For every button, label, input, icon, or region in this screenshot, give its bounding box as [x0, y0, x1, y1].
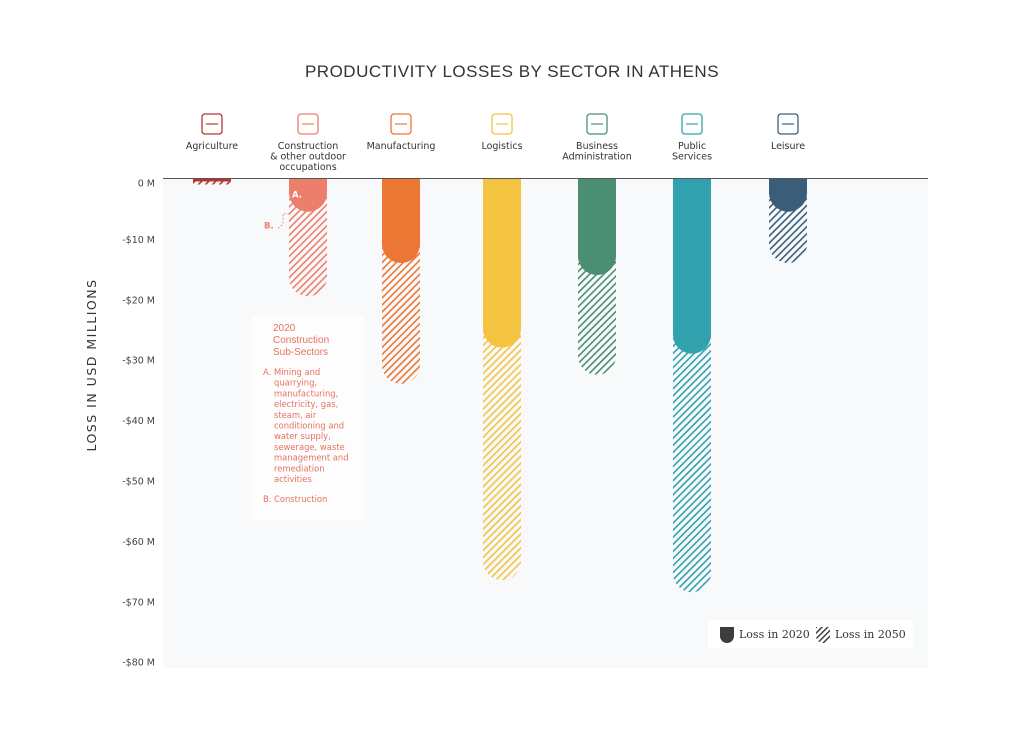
- y-tick-label: 0 M: [138, 179, 155, 190]
- annotation-a-line: water supply,: [274, 431, 331, 441]
- bar-2020-4: [578, 178, 616, 276]
- bar-2020-6: [769, 178, 807, 212]
- building-icon: [681, 113, 703, 135]
- category-label: occupations: [279, 162, 336, 173]
- y-tick-label: -$60 M: [122, 537, 155, 548]
- legend-2050-label: Loss in 2050: [835, 628, 906, 641]
- annotation-b-text: Construction: [274, 494, 327, 504]
- marker-b-leader: [276, 213, 289, 231]
- bar-2020-5: [673, 178, 711, 354]
- plant-icon: [201, 113, 223, 135]
- category-label: Construction: [278, 141, 339, 152]
- y-tick-label: -$10 M: [122, 235, 155, 246]
- y-tick-label: -$80 M: [122, 658, 155, 669]
- truck-icon-shape: [491, 113, 513, 135]
- crane-icon: [297, 113, 319, 135]
- building-icon-shape: [681, 113, 703, 135]
- annotation-a-line: manufacturing,: [274, 388, 338, 398]
- category-label: Logistics: [481, 141, 522, 152]
- bar-marker-a: A.: [292, 191, 302, 201]
- umbrella-icon-shape: [777, 113, 799, 135]
- annotation-a-line: remediation: [274, 463, 325, 473]
- plant-icon-shape: [201, 113, 223, 135]
- annotation-a-line: sewerage, waste: [274, 442, 345, 452]
- y-tick-label: -$70 M: [122, 597, 155, 608]
- annotation-heading: 2020: [273, 323, 296, 334]
- legend-box: [708, 620, 913, 648]
- bar-2020-1: [289, 178, 327, 212]
- annotation-a-line: Mining and: [274, 367, 320, 377]
- annotation-a-line: steam, air: [274, 410, 317, 420]
- annotation-a-line: electricity, gas,: [274, 399, 338, 409]
- y-tick-label: -$50 M: [122, 477, 155, 488]
- category-label: & other outdoor: [270, 152, 346, 163]
- annotation-a-line: activities: [274, 474, 312, 484]
- bar-2020-3: [483, 178, 521, 348]
- annotation-a-line: management and: [274, 453, 349, 463]
- category-label: Manufacturing: [367, 141, 436, 152]
- annotation-a-marker: A.: [263, 367, 271, 377]
- category-label: Services: [672, 152, 712, 163]
- annotation-b-marker: B.: [263, 494, 271, 504]
- category-label: Leisure: [771, 141, 805, 152]
- category-label: Public: [678, 141, 706, 152]
- annotation-heading: Construction: [273, 335, 329, 346]
- legend-2020-swatch: [720, 627, 734, 643]
- annotation-box: [252, 315, 364, 520]
- y-tick-label: -$30 M: [122, 356, 155, 367]
- category-label: Business: [576, 141, 618, 152]
- chart-title: PRODUCTIVITY LOSSES BY SECTOR IN ATHENS: [305, 62, 719, 81]
- annotation-a-line: conditioning and: [274, 421, 344, 431]
- conveyor-icon-shape: [390, 113, 412, 135]
- bar-marker-b: B.: [264, 222, 274, 232]
- category-label: Agriculture: [186, 141, 238, 152]
- y-tick-label: -$40 M: [122, 416, 155, 427]
- annotation-heading: Sub-Sectors: [273, 347, 328, 358]
- annotation-a-line: quarrying,: [274, 378, 317, 388]
- conveyor-icon: [390, 113, 412, 135]
- legend-2050-swatch: [816, 627, 830, 643]
- bar-2020-0: [193, 178, 231, 182]
- category-label: Administration: [562, 152, 632, 163]
- y-tick-label: -$20 M: [122, 295, 155, 306]
- legend-2020-label: Loss in 2020: [739, 628, 810, 641]
- briefcase-icon-shape: [586, 113, 608, 135]
- umbrella-icon: [777, 113, 799, 135]
- truck-icon: [491, 113, 513, 135]
- bar-2020-2: [382, 178, 420, 264]
- briefcase-icon: [586, 113, 608, 135]
- y-axis-label: LOSS IN USD MILLIONS: [84, 278, 99, 451]
- crane-icon-shape: [297, 113, 319, 135]
